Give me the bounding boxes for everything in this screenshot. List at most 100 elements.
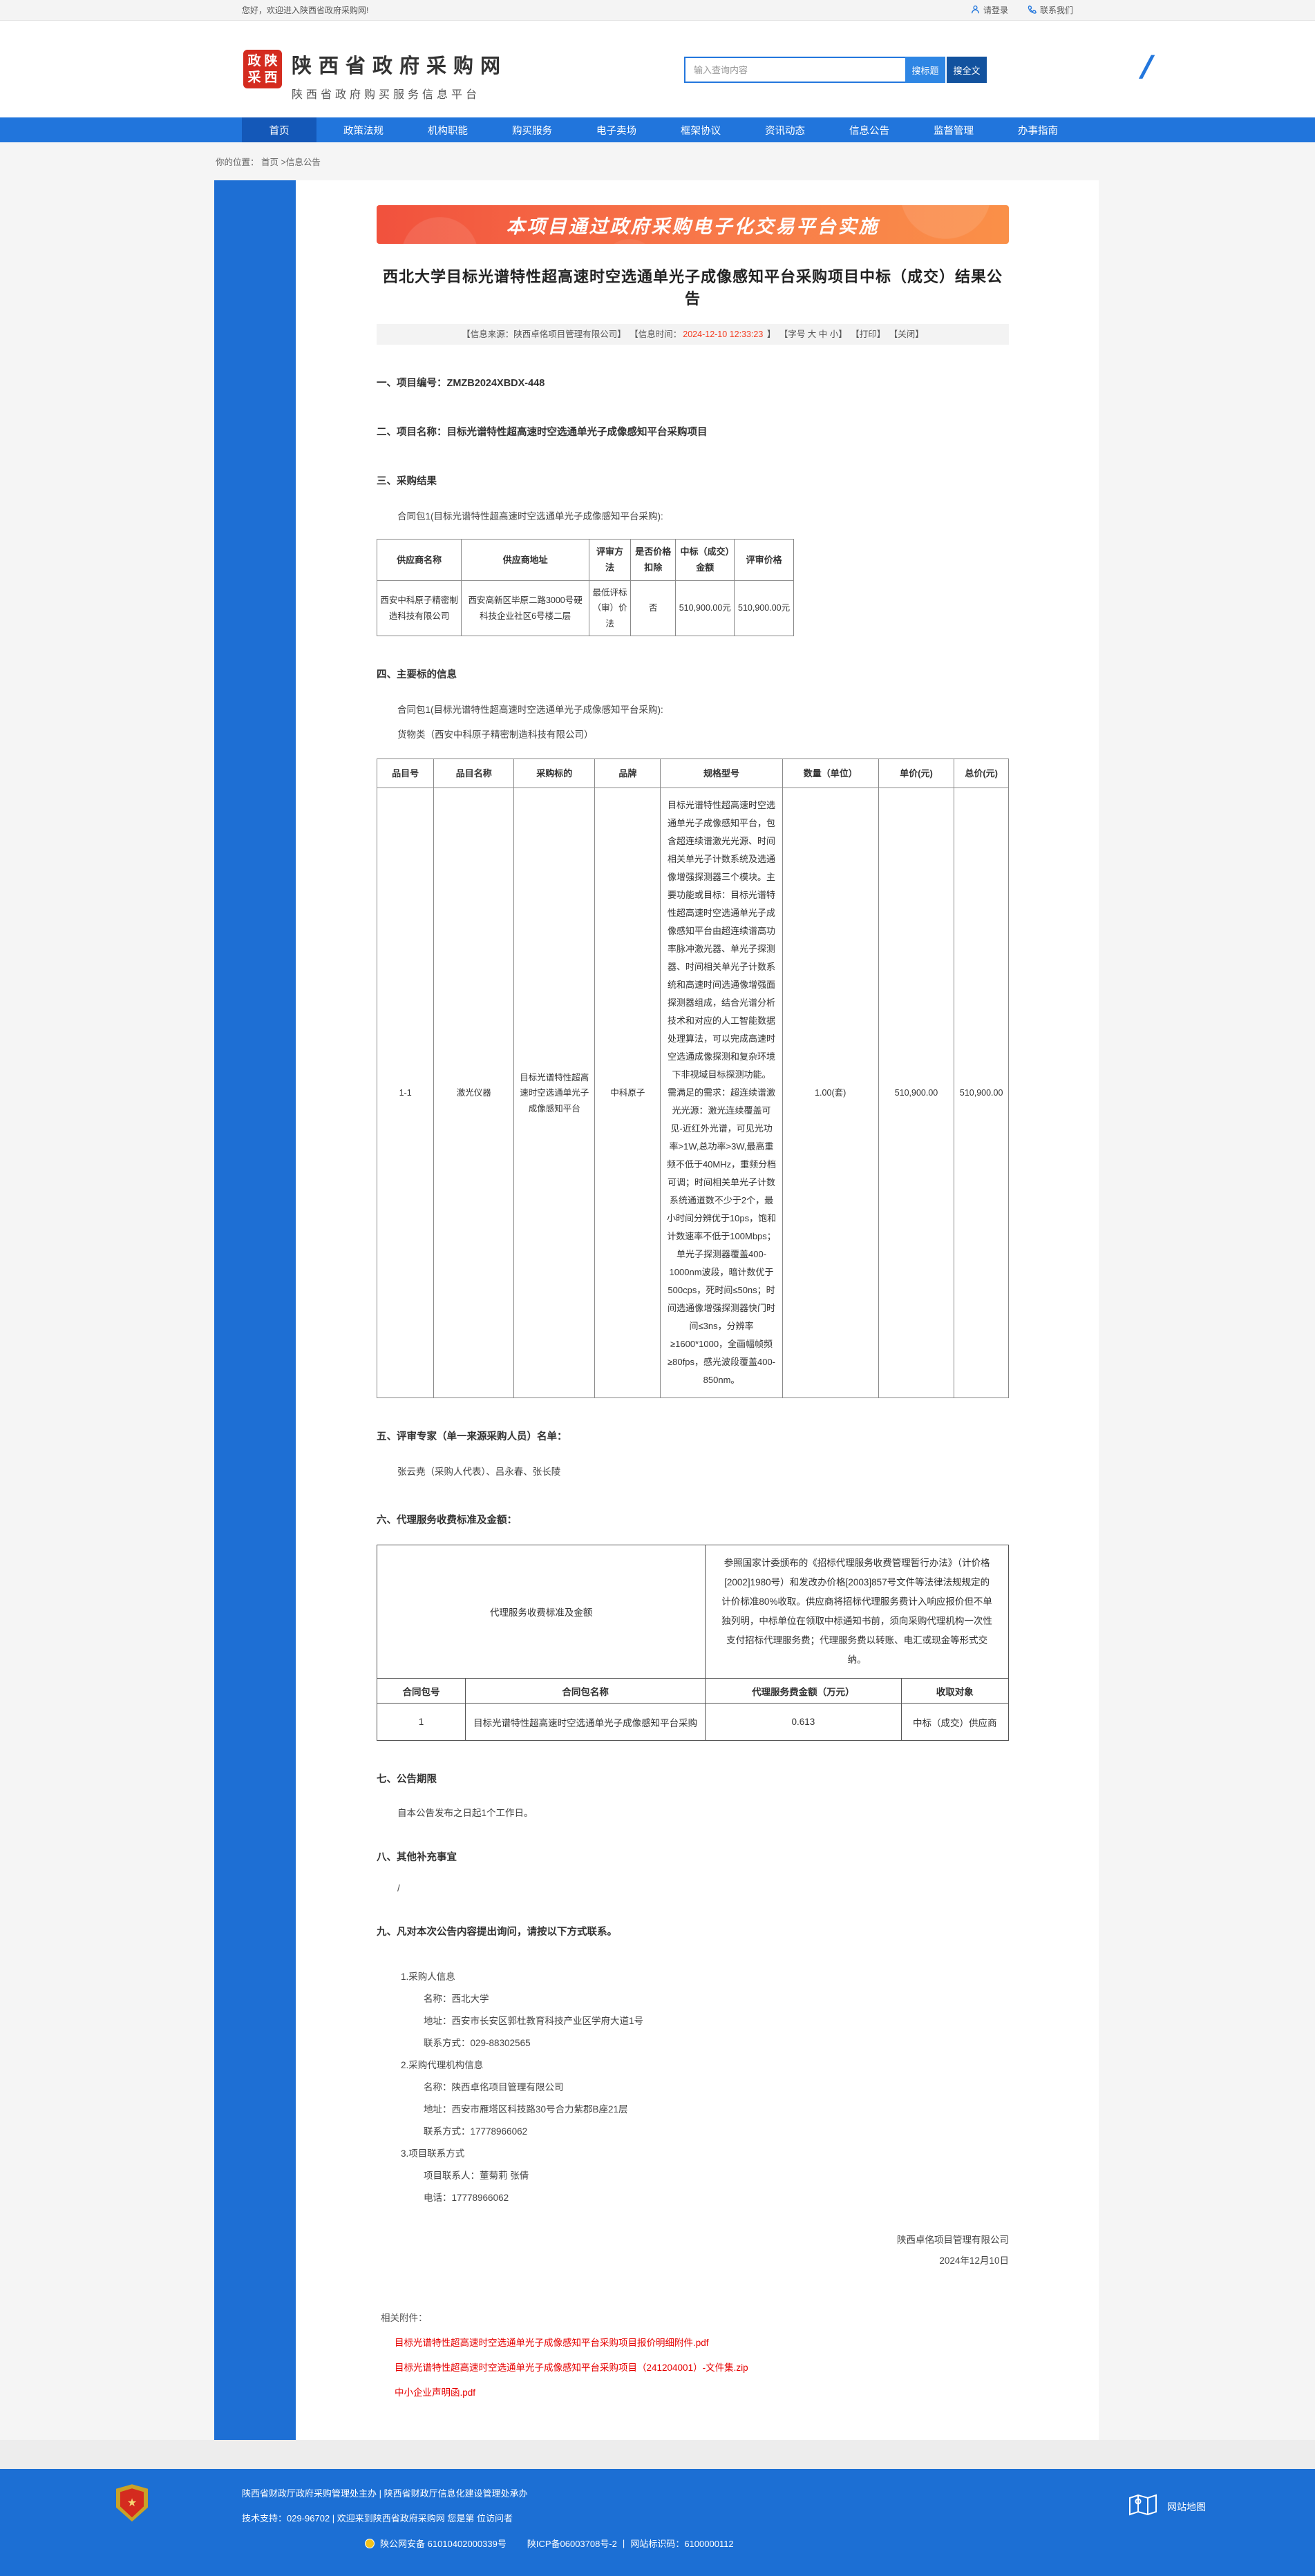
search-fulltext-button[interactable]: 搜全文 bbox=[947, 57, 987, 83]
nav-item-announcements[interactable]: 信息公告 bbox=[849, 125, 889, 137]
announcement-article: 本项目通过政府采购电子化交易平台实施 西北大学目标光谱特性超高速时空选通单光子成… bbox=[296, 180, 1099, 2440]
table-row: 1 目标光谱特性超高速时空选通单光子成像感知平台采购 0.613 中标（成交）供… bbox=[377, 1703, 1010, 1742]
print-button[interactable]: 【打印】 bbox=[851, 330, 886, 339]
nav-item-policies[interactable]: 政策法规 bbox=[343, 125, 384, 137]
content-container: 本项目通过政府采购电子化交易平台实施 西北大学目标光谱特性超高速时空选通单光子成… bbox=[214, 180, 1099, 2441]
login-link[interactable]: 请登录 bbox=[971, 4, 1008, 16]
nav-item-news[interactable]: 资讯动态 bbox=[765, 125, 805, 137]
section-agency-fee-heading: 六、代理服务收费标准及金额： bbox=[377, 1515, 517, 1527]
agency-address: 地址：西安市雁塔区科技路30号合力紫郡B座21层 bbox=[424, 2104, 628, 2115]
decorative-slash: / bbox=[1139, 49, 1153, 85]
supplier-address: 西安高新区毕原二路3000号硬科技企业社区6号楼二层 bbox=[461, 580, 589, 637]
font-size-switcher[interactable]: 【字号 大 中 小】 bbox=[779, 330, 847, 339]
fee-payer: 中标（成交）供应商 bbox=[900, 1703, 1010, 1742]
spec-model: 目标光谱特性超高速时空选通单光子成像感知平台，包含超连续谱激光光源、时间相关单光… bbox=[660, 788, 783, 1399]
review-price: 510,900.00元 bbox=[734, 580, 794, 637]
agency-contact: 联系方式：17778966062 bbox=[424, 2126, 528, 2137]
attachment-link-quote-pdf[interactable]: 目标光谱特性超高速时空选通单光子成像感知平台采购项目报价明细附件.pdf bbox=[395, 2338, 709, 2349]
subject-package-note: 合同包1(目标光谱特性超高速时空选通单光子成像感知平台采购): bbox=[397, 705, 663, 716]
fee-standard-label: 代理服务收费标准及金额 bbox=[376, 1545, 706, 1679]
period-body: 自本公告发布之日起1个工作日。 bbox=[397, 1808, 533, 1819]
award-amount: 510,900.00元 bbox=[675, 580, 735, 637]
package-number: 1 bbox=[377, 1703, 466, 1742]
info-time-label: 【信息时间： bbox=[630, 330, 682, 339]
attachment-link-fileset-zip[interactable]: 目标光谱特性超高速时空选通单光子成像感知平台采购项目（241204001）-文件… bbox=[395, 2363, 748, 2374]
section-result-heading: 三、采购结果 bbox=[377, 476, 437, 487]
nav-item-purchase-services[interactable]: 购买服务 bbox=[512, 125, 552, 137]
goods-category-note: 货物类（西安中科原子精密制造科技有限公司） bbox=[397, 729, 594, 741]
experts-names: 张云尭（采购人代表）、吕永春、张长陵 bbox=[397, 1467, 561, 1478]
nav-item-framework[interactable]: 框架协议 bbox=[681, 125, 721, 137]
site-footer: ★ 陕西省财政厅政府采购管理处主办 | 陕西省财政厅信息化建设管理处承办 技术支… bbox=[0, 2469, 1315, 2576]
nav-item-supervision[interactable]: 监督管理 bbox=[934, 125, 974, 137]
items-table-header: 品目号 品目名称 采购标的 品牌 规格型号 数量（单位） 单价(元) 总价(元) bbox=[376, 759, 1009, 789]
table-row: 西安中科原子精密制造科技有限公司 西安高新区毕原二路3000号硬科技企业社区6号… bbox=[376, 580, 794, 637]
fee-amount: 0.613 bbox=[705, 1703, 902, 1742]
nav-item-functions[interactable]: 机构职能 bbox=[428, 125, 468, 137]
site-header: 政 陕 采 西 陕西省政府采购网 陕西省政府购买服务信息平台 搜标题 搜全文 / bbox=[0, 21, 1315, 117]
close-button[interactable]: 【关闭】 bbox=[889, 330, 924, 339]
review-method: 最低评标（审）价法 bbox=[588, 580, 632, 637]
search-bar: 搜标题 搜全文 bbox=[684, 57, 987, 83]
table-row: 1-1 激光仪器 目标光谱特性超高速时空选通单光子成像感知平台 中科原子 目标光… bbox=[376, 788, 1009, 1399]
section-project-number: 一、项目编号：ZMZB2024XBDX-448 bbox=[377, 378, 545, 389]
breadcrumb-home-link[interactable]: 首页 bbox=[261, 158, 279, 167]
footer-gap bbox=[0, 2440, 1315, 2470]
project-contact-title: 3.项目联系方式 bbox=[401, 2148, 465, 2159]
signoff: 陕西卓佲项目管理有限公司 2024年12月10日 bbox=[377, 2230, 1009, 2271]
signoff-date: 2024年12月10日 bbox=[939, 2255, 1009, 2267]
result-table: 供应商名称 供应商地址 评审方法 是否价格扣除 中标（成交）金额 评审价格 西安… bbox=[376, 539, 794, 637]
attachment-link-sme-declaration-pdf[interactable]: 中小企业声明函.pdf bbox=[395, 2387, 476, 2398]
quantity: 1.00(套) bbox=[782, 788, 879, 1399]
attachments-block: 相关附件： 目标光谱特性超高速时空选通单光子成像感知平台采购项目报价明细附件.p… bbox=[377, 2310, 1009, 2398]
page-title: 西北大学目标光谱特性超高速时空选通单光子成像感知平台采购项目中标（成交）结果公告 bbox=[382, 268, 1003, 307]
nav-item-emall[interactable]: 电子卖场 bbox=[596, 125, 636, 137]
price-deduction: 否 bbox=[630, 580, 677, 637]
other-body: / bbox=[397, 1883, 400, 1894]
agency-fee-table: 代理服务收费标准及金额 参照国家计委颁布的《招标代理服务收费管理暂行办法》（计价… bbox=[376, 1545, 1010, 1742]
nav-item-home[interactable]: 首页 bbox=[242, 117, 316, 142]
search-title-button[interactable]: 搜标题 bbox=[905, 57, 945, 83]
purchaser-name: 名称：西北大学 bbox=[424, 1994, 489, 2005]
info-source: 【信息来源：陕西卓佲项目管理有限公司】 bbox=[462, 330, 626, 339]
section-period-heading: 七、公告期限 bbox=[377, 1774, 437, 1786]
welcome-text: 您好，欢迎进入陕西省政府采购网! bbox=[242, 6, 369, 15]
contact-us-link[interactable]: 联系我们 bbox=[1028, 4, 1073, 16]
section-other-heading: 八、其他补充事宜 bbox=[377, 1852, 457, 1864]
fee-standard-row: 代理服务收费标准及金额 参照国家计委颁布的《招标代理服务收费管理暂行办法》（计价… bbox=[376, 1545, 1009, 1679]
phone-icon bbox=[1028, 5, 1037, 16]
agency-title: 2.采购代理机构信息 bbox=[401, 2060, 484, 2071]
unit-price: 510,900.00 bbox=[878, 788, 955, 1399]
sitemap-link[interactable]: 网站地图 bbox=[1128, 2492, 1206, 2521]
nav-item-guide[interactable]: 办事指南 bbox=[1018, 125, 1058, 137]
site-logo[interactable]: 政 陕 采 西 陕西省政府采购网 陕西省政府购买服务信息平台 bbox=[243, 50, 507, 102]
top-utility-bar: 您好，欢迎进入陕西省政府采购网! 请登录 联系我们 bbox=[0, 0, 1315, 21]
fee-table-header: 合同包号 合同包名称 代理服务费金额（万元） 收取对象 bbox=[377, 1678, 1010, 1704]
site-code: 网站标识码：6100000112 bbox=[630, 2539, 734, 2550]
footer-registration-line: 陕公网安备 61010402000339号 陕ICP备06003708号-2 |… bbox=[365, 2537, 1315, 2550]
main-nav: 首页 政策法规 机构职能 购买服务 电子卖场 框架协议 资讯动态 信息公告 监督… bbox=[0, 117, 1315, 142]
items-table: 品目号 品目名称 采购标的 品牌 规格型号 数量（单位） 单价(元) 总价(元)… bbox=[376, 759, 1009, 1399]
breadcrumb-label: 你的位置： bbox=[216, 158, 259, 167]
signoff-company: 陕西卓佲项目管理有限公司 bbox=[897, 2235, 1009, 2246]
government-badge-icon: ★ bbox=[116, 2484, 148, 2522]
item-name: 激光仪器 bbox=[433, 788, 515, 1399]
map-icon bbox=[1128, 2492, 1157, 2521]
section-experts-heading: 五、评审专家（单一来源采购人员）名单： bbox=[377, 1431, 567, 1443]
package-name: 目标光谱特性超高速时空选通单光子成像感知平台采购 bbox=[464, 1703, 706, 1742]
agency-name: 名称：陕西卓佲项目管理有限公司 bbox=[424, 2082, 564, 2093]
security-badge-icon bbox=[365, 2538, 375, 2548]
article-meta-bar: 【信息来源：陕西卓佲项目管理有限公司】 【信息时间： 2024-12-10 12:… bbox=[377, 324, 1009, 345]
result-package-note: 合同包1(目标光谱特性超高速时空选通单光子成像感知平台采购): bbox=[397, 511, 663, 522]
left-decor-strip bbox=[214, 180, 296, 2441]
project-contact-phone: 电话：17778966062 bbox=[424, 2193, 509, 2204]
icp-number: 陕ICP备06003708号-2 bbox=[527, 2539, 617, 2550]
eplatform-banner: 本项目通过政府采购电子化交易平台实施 bbox=[377, 205, 1009, 244]
item-number: 1-1 bbox=[376, 788, 435, 1399]
site-name: 陕西省政府采购网 bbox=[292, 55, 508, 77]
search-input[interactable] bbox=[684, 57, 905, 83]
breadcrumb-current-link[interactable]: 信息公告 bbox=[285, 158, 321, 167]
purchaser-title: 1.采购人信息 bbox=[401, 1972, 455, 1983]
seal-logo-icon: 政 陕 采 西 bbox=[243, 50, 282, 88]
section-project-name: 二、项目名称：目标光谱特性超高速时空选通单光子成像感知平台采购项目 bbox=[377, 427, 708, 438]
